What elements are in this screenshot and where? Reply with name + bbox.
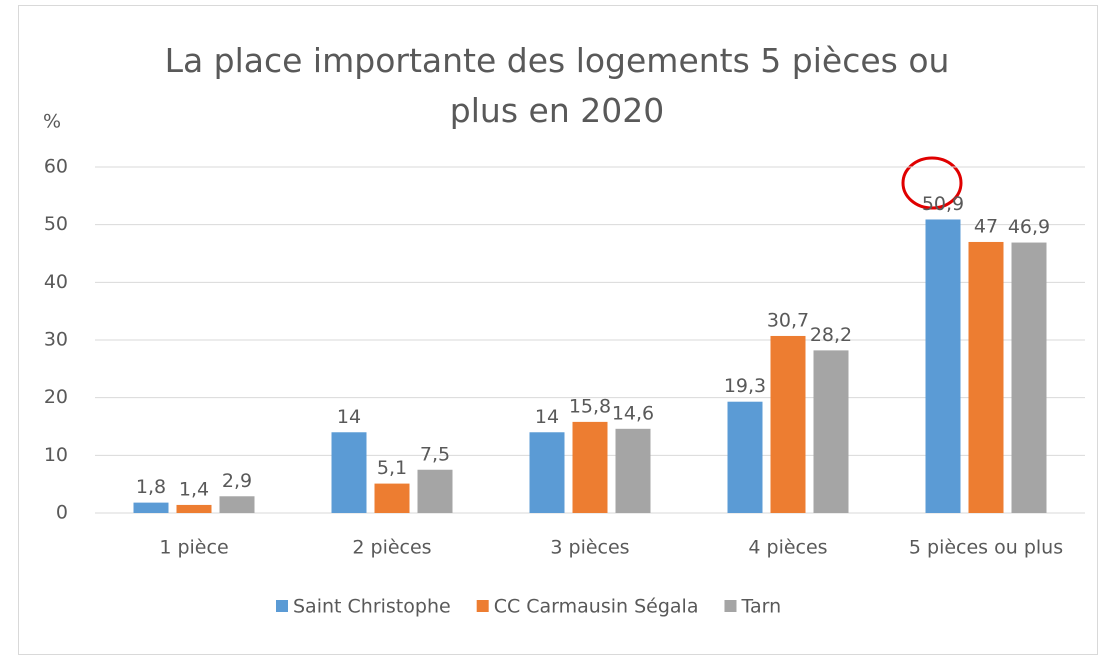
y-tick-label: 60: [44, 156, 68, 178]
data-label: 28,2: [810, 324, 852, 346]
x-tick-label: 1 pièce: [159, 537, 228, 559]
bar: [968, 241, 1004, 513]
bar: [1011, 242, 1047, 513]
y-tick-label: 30: [44, 329, 68, 351]
data-label: 14: [337, 406, 361, 428]
bar: [219, 496, 255, 513]
bar: [727, 401, 763, 513]
y-tick-label: 40: [44, 271, 68, 293]
bar: [176, 504, 212, 513]
bar: [529, 432, 565, 513]
bar: [813, 350, 849, 513]
bar: [572, 421, 608, 513]
data-label: 1,8: [136, 476, 166, 498]
data-label: 7,5: [420, 443, 450, 465]
data-label: 47: [974, 215, 998, 237]
data-label: 50,9: [922, 193, 964, 215]
data-label: 19,3: [724, 375, 766, 397]
bar: [615, 428, 651, 513]
legend-swatch: [476, 600, 489, 612]
data-label: 2,9: [222, 470, 252, 492]
x-tick-label: 4 pièces: [748, 537, 827, 559]
bar: [133, 502, 169, 513]
legend-swatch: [276, 600, 288, 612]
x-tick-label: 5 pièces ou plus: [909, 537, 1063, 559]
legend-swatch: [724, 600, 737, 612]
bar: [417, 469, 453, 513]
data-label: 15,8: [569, 395, 611, 417]
legend-label: Saint Christophe: [293, 596, 451, 618]
data-label: 1,4: [179, 478, 209, 500]
data-label: 46,9: [1008, 216, 1050, 238]
data-label: 30,7: [767, 309, 809, 331]
data-label: 14,6: [612, 402, 654, 424]
x-tick-label: 3 pièces: [550, 537, 629, 559]
chart-title: La place importante des logements 5 pièc…: [164, 41, 950, 130]
legend-label: Tarn: [740, 596, 781, 618]
data-label: 14: [535, 406, 559, 428]
data-label: 5,1: [377, 457, 407, 479]
y-tick-label: 0: [56, 502, 68, 524]
y-tick-label: 20: [44, 386, 68, 408]
bar: [770, 335, 806, 513]
x-tick-label: 2 pièces: [352, 537, 431, 559]
bar: [331, 432, 367, 513]
bar: [925, 219, 961, 513]
highlight-circle: [901, 156, 963, 210]
y-tick-label: 10: [44, 444, 68, 466]
y-tick-label: 50: [44, 213, 68, 235]
bar: [374, 483, 410, 513]
legend-label: CC Carmausin Ségala: [494, 596, 699, 618]
y-axis-label: %: [43, 111, 61, 133]
